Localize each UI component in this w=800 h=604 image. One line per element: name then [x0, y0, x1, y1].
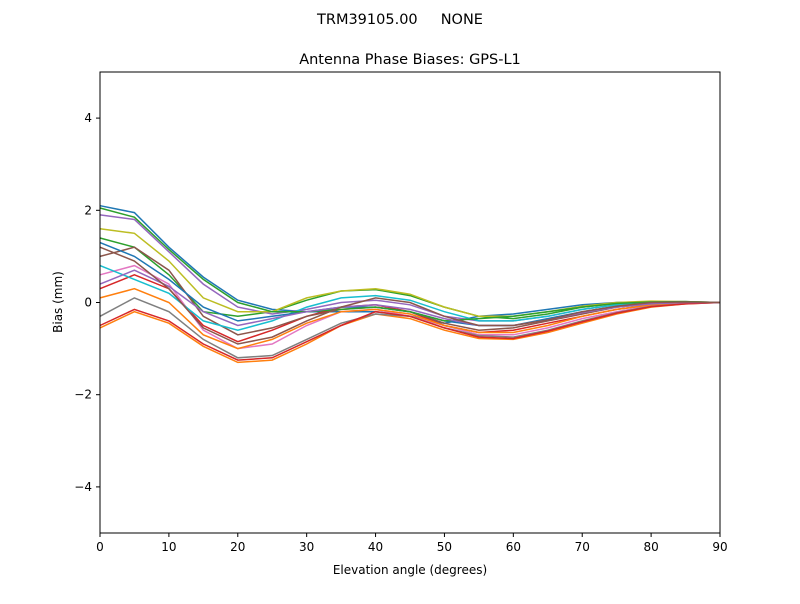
x-tick-label: 20	[230, 540, 245, 554]
y-axis: −4 −2 0 2 4	[74, 111, 100, 494]
series-line-15	[99, 269, 720, 327]
series-line-16	[99, 246, 721, 345]
x-axis: 0 10 20 30 40 50 60 70 80 90	[96, 533, 728, 554]
x-tick-label: 50	[437, 540, 452, 554]
y-tick-label: −4	[74, 480, 92, 494]
series-line-6	[99, 246, 720, 336]
x-tick-label: 70	[575, 540, 590, 554]
x-tick-label: 90	[712, 540, 727, 554]
series-line-12	[99, 287, 720, 350]
x-axis-label: Elevation angle (degrees)	[333, 563, 487, 577]
x-tick-label: 80	[643, 540, 658, 554]
series-line-14	[99, 301, 721, 361]
series-line-7	[99, 264, 721, 350]
chart-suptitle: TRM39105.00 NONE	[316, 12, 483, 28]
series-line-13	[99, 207, 721, 322]
x-tick-label: 0	[96, 540, 104, 554]
y-tick-label: 2	[84, 203, 92, 217]
x-tick-label: 40	[368, 540, 383, 554]
y-tick-label: −2	[74, 388, 92, 402]
series-lines	[99, 204, 721, 364]
x-tick-label: 30	[299, 540, 314, 554]
y-axis-label: Bias (mm)	[51, 271, 65, 333]
series-line-9	[99, 227, 721, 318]
y-tick-label: 0	[84, 296, 92, 310]
x-tick-label: 10	[161, 540, 176, 554]
y-tick-label: 4	[84, 111, 92, 125]
series-line-2	[99, 301, 721, 364]
x-tick-label: 60	[506, 540, 521, 554]
chart-title: Antenna Phase Biases: GPS-L1	[299, 52, 521, 68]
series-line-10	[99, 264, 721, 331]
